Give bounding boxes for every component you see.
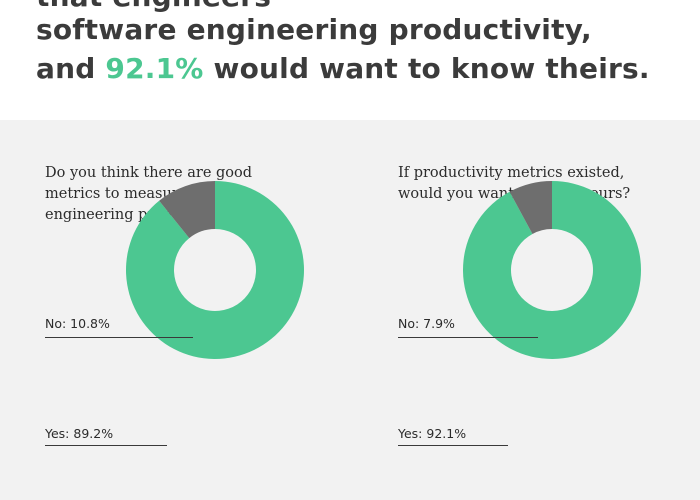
leader-yes-left (45, 445, 167, 446)
donut-slice-yes (463, 181, 641, 359)
leader-no-right (398, 337, 538, 338)
headline-line-3: and 92.1% would want to know theirs. (36, 52, 650, 85)
label-no-left: No: 10.8% (45, 316, 110, 331)
label-yes-left: Yes: 89.2% (45, 426, 114, 441)
donut-slice-no (159, 181, 215, 239)
donut-slice-yes (126, 181, 305, 359)
headline-line-1: that engineers (36, 0, 271, 13)
leader-yes-right (398, 445, 508, 446)
headline-suffix: would want to know theirs. (203, 52, 650, 85)
headline-line-2: software engineering productivity, (36, 13, 592, 46)
header: that engineers software engineering prod… (0, 0, 700, 118)
donut-slice-no (509, 181, 552, 234)
headline-prefix: and (36, 52, 106, 85)
headline-highlight: 92.1% (105, 52, 204, 85)
donut-chart-right (463, 181, 641, 359)
leader-no-left (45, 337, 193, 338)
label-yes-right: Yes: 92.1% (398, 426, 467, 441)
donut-chart-left (126, 181, 305, 359)
label-no-right: No: 7.9% (398, 316, 455, 331)
